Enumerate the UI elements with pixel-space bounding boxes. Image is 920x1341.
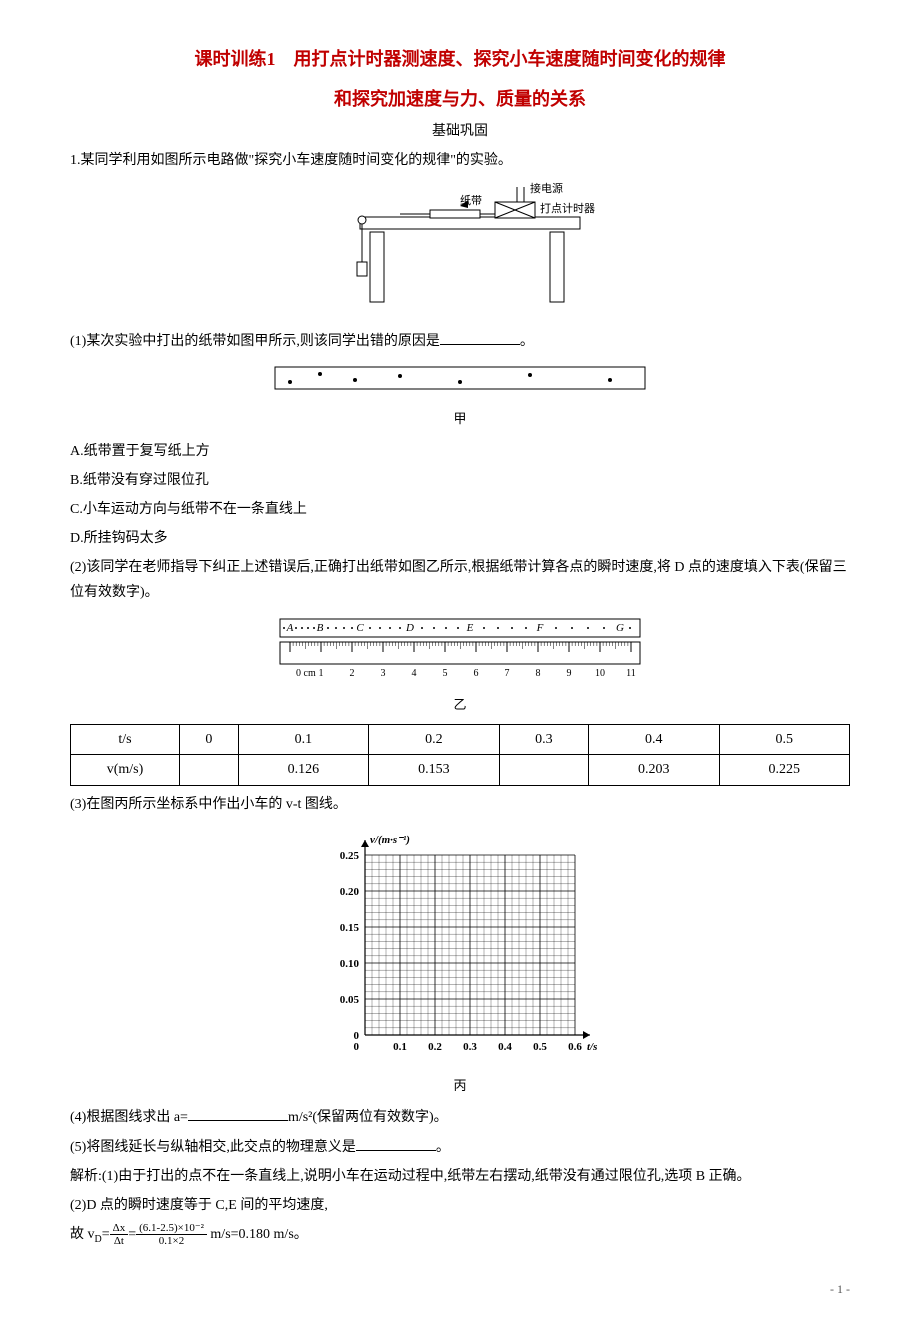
tbl-r1-c2: 0.2 bbox=[369, 725, 499, 755]
data-table: t/s 0 0.1 0.2 0.3 0.4 0.5 v(m/s) 0.126 0… bbox=[70, 724, 850, 785]
caption-bing: 丙 bbox=[70, 1074, 850, 1097]
tbl-r2-c0 bbox=[180, 755, 239, 785]
opt-b: B.纸带没有穿过限位孔 bbox=[70, 468, 850, 493]
opt-c: C.小车运动方向与纸带不在一条直线上 bbox=[70, 497, 850, 522]
svg-text:0.20: 0.20 bbox=[340, 886, 360, 898]
svg-text:10: 10 bbox=[595, 668, 605, 679]
tbl-r1-label: t/s bbox=[71, 725, 180, 755]
frac1-num: Δx bbox=[110, 1222, 129, 1235]
q1-5-b: 。 bbox=[436, 1140, 450, 1155]
tbl-r2-c4: 0.203 bbox=[589, 755, 719, 785]
svg-text:G: G bbox=[616, 622, 624, 634]
svg-text:4: 4 bbox=[412, 668, 417, 679]
tbl-r2-label: v(m/s) bbox=[71, 755, 180, 785]
figure-tape-jia: 甲 bbox=[70, 362, 850, 431]
q1-1: (1)某次实验中打出的纸带如图甲所示,则该同学出错的原因是 。 bbox=[70, 329, 850, 354]
page-number: - 1 - bbox=[70, 1279, 850, 1301]
tbl-r2-c1: 0.126 bbox=[238, 755, 368, 785]
svg-text:0.2: 0.2 bbox=[428, 1041, 442, 1053]
svg-text:0.05: 0.05 bbox=[340, 994, 360, 1006]
label-timer: 打点计时器 bbox=[540, 201, 595, 215]
svg-text:D: D bbox=[405, 622, 414, 634]
svg-text:0 cm: 0 cm bbox=[296, 668, 316, 679]
figure-chart-bing: 00.050.100.150.200.2500.10.20.30.40.50.6… bbox=[70, 825, 850, 1098]
svg-text:8: 8 bbox=[536, 668, 541, 679]
q1-4: (4)根据图线求出 a= m/s²(保留两位有效数字)。 bbox=[70, 1105, 850, 1130]
svg-text:0.6: 0.6 bbox=[568, 1041, 582, 1053]
blank-2 bbox=[188, 1106, 288, 1121]
svg-text:B: B bbox=[317, 622, 324, 634]
svg-text:0.25: 0.25 bbox=[340, 850, 360, 862]
ans3-mid: = bbox=[128, 1227, 136, 1242]
svg-text:2: 2 bbox=[350, 668, 355, 679]
subtitle: 基础巩固 bbox=[70, 119, 850, 144]
figure-tape-yi: A B C D E F G 0 cm1 2 3 4 5 6 7 8 9 10 11 乙 bbox=[70, 614, 850, 717]
tbl-r2-c3 bbox=[499, 755, 588, 785]
q1-5-a: (5)将图线延长与纵轴相交,此交点的物理意义是 bbox=[70, 1140, 356, 1155]
ans-1: 解析:(1)由于打出的点不在一条直线上,说明小车在运动过程中,纸带左右摆动,纸带… bbox=[70, 1164, 850, 1189]
opt-d: D.所挂钩码太多 bbox=[70, 526, 850, 551]
svg-text:A: A bbox=[286, 622, 294, 634]
frac1-den: Δt bbox=[110, 1235, 129, 1247]
frac-1: ΔxΔt bbox=[110, 1222, 129, 1247]
ans3-pre: 故 v bbox=[70, 1227, 95, 1242]
tbl-r2-c2: 0.153 bbox=[369, 755, 499, 785]
q1-5: (5)将图线延长与纵轴相交,此交点的物理意义是 。 bbox=[70, 1135, 850, 1160]
svg-text:0.1: 0.1 bbox=[393, 1041, 407, 1053]
caption-jia: 甲 bbox=[70, 407, 850, 430]
q1-4-a: (4)根据图线求出 a= bbox=[70, 1110, 188, 1125]
ans3-tail: m/s=0.180 m/s。 bbox=[207, 1227, 308, 1242]
svg-text:5: 5 bbox=[443, 668, 448, 679]
title-line-2: 和探究加速度与力、质量的关系 bbox=[70, 80, 850, 120]
svg-text:F: F bbox=[536, 622, 544, 634]
tbl-r1-c5: 0.5 bbox=[719, 725, 850, 755]
tbl-r1-c1: 0.1 bbox=[238, 725, 368, 755]
svg-text:C: C bbox=[356, 622, 364, 634]
frac-2: (6.1-2.5)×10⁻²0.1×2 bbox=[136, 1222, 207, 1247]
q1-4-b: m/s²(保留两位有效数字)。 bbox=[288, 1110, 448, 1125]
svg-text:1: 1 bbox=[319, 668, 324, 679]
q1-intro: 1.某同学利用如图所示电路做"探究小车速度随时间变化的规律"的实验。 bbox=[70, 148, 850, 173]
blank-1 bbox=[440, 330, 520, 345]
q1-2: (2)该同学在老师指导下纠正上述错误后,正确打出纸带如图乙所示,根据纸带计算各点… bbox=[70, 555, 850, 605]
ans-3: 故 vD=ΔxΔt=(6.1-2.5)×10⁻²0.1×2 m/s=0.180 … bbox=[70, 1222, 850, 1249]
q1-3: (3)在图丙所示坐标系中作出小车的 v-t 图线。 bbox=[70, 792, 850, 817]
svg-text:E: E bbox=[466, 622, 474, 634]
opt-a: A.纸带置于复写纸上方 bbox=[70, 439, 850, 464]
tbl-r1-c4: 0.4 bbox=[589, 725, 719, 755]
title-line-1: 课时训练1 用打点计时器测速度、探究小车速度随时间变化的规律 bbox=[70, 40, 850, 80]
ans3-eq1: = bbox=[102, 1227, 110, 1242]
svg-text:0.15: 0.15 bbox=[340, 922, 360, 934]
label-power: 接电源 bbox=[530, 182, 563, 195]
frac2-den: 0.1×2 bbox=[136, 1235, 207, 1247]
blank-3 bbox=[356, 1136, 436, 1151]
svg-text:0.5: 0.5 bbox=[533, 1041, 547, 1053]
tbl-r1-c3: 0.3 bbox=[499, 725, 588, 755]
svg-text:0.3: 0.3 bbox=[463, 1041, 477, 1053]
frac2-num: (6.1-2.5)×10⁻² bbox=[136, 1222, 207, 1235]
ans-2: (2)D 点的瞬时速度等于 C,E 间的平均速度, bbox=[70, 1193, 850, 1218]
q1-1-text: (1)某次实验中打出的纸带如图甲所示,则该同学出错的原因是 bbox=[70, 334, 440, 349]
svg-text:11: 11 bbox=[626, 668, 636, 679]
svg-text:9: 9 bbox=[567, 668, 572, 679]
svg-text:6: 6 bbox=[474, 668, 479, 679]
svg-text:0.10: 0.10 bbox=[340, 958, 360, 970]
tbl-r1-c0: 0 bbox=[180, 725, 239, 755]
caption-yi: 乙 bbox=[70, 693, 850, 716]
tbl-r2-c5: 0.225 bbox=[719, 755, 850, 785]
ans3-sub: D bbox=[95, 1234, 102, 1245]
svg-text:7: 7 bbox=[505, 668, 510, 679]
svg-text:v/(m·s⁻¹): v/(m·s⁻¹) bbox=[370, 834, 410, 846]
figure-apparatus: 接电源 打点计时器 纸带 bbox=[70, 182, 850, 321]
svg-text:0: 0 bbox=[354, 1041, 360, 1053]
svg-text:t/s: t/s bbox=[587, 1041, 597, 1053]
svg-text:3: 3 bbox=[381, 668, 386, 679]
q1-1-tail: 。 bbox=[520, 334, 534, 349]
svg-text:0.4: 0.4 bbox=[498, 1041, 512, 1053]
